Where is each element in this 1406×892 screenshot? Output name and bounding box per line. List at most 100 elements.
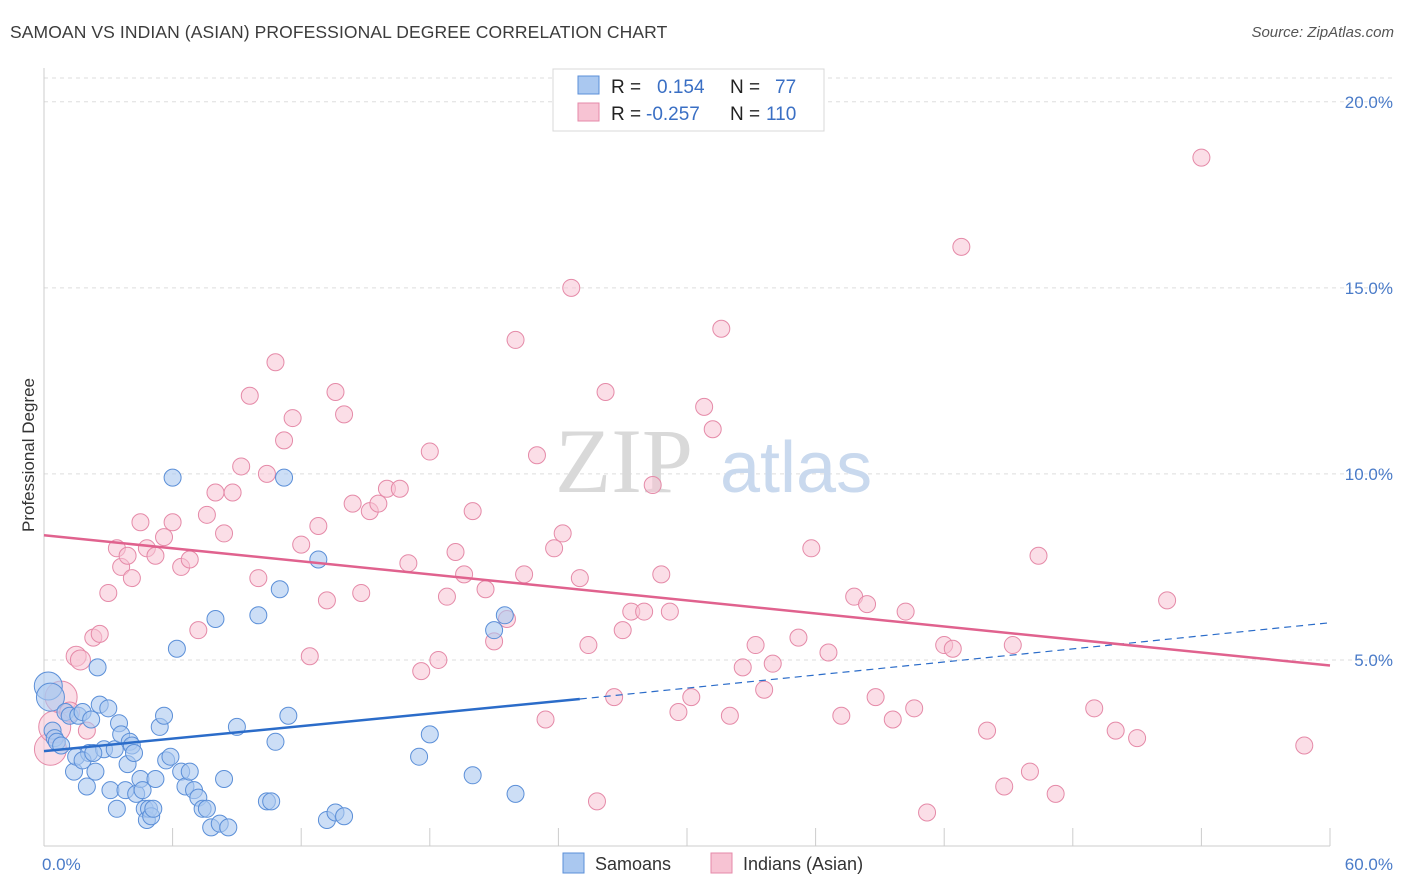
samoan-trend-line: [43, 697, 580, 753]
indian-point-79: [720, 706, 739, 725]
indian-point-64: [579, 636, 598, 655]
indian-point-23: [206, 483, 225, 502]
indian-point-108: [1192, 148, 1211, 167]
indian-point-32: [283, 409, 302, 428]
indian-point-26: [232, 457, 251, 476]
indian-point-72: [652, 565, 671, 584]
indian-point-67: [605, 688, 624, 707]
series-samoan-points: [33, 468, 525, 837]
indian-point-56: [506, 330, 525, 349]
samoan-point-44: [167, 639, 186, 658]
indian-point-42: [369, 494, 388, 513]
indian-point-94: [918, 803, 937, 822]
indian-point-44: [390, 479, 409, 498]
legend-r-label-2: R =: [611, 104, 641, 125]
indian-point-81: [746, 636, 765, 655]
y-tick-label-0: 5.0%: [1354, 651, 1393, 670]
legend-n-label-1: N =: [730, 77, 760, 98]
indian-point-83: [763, 654, 782, 673]
indian-point-100: [1003, 636, 1022, 655]
indian-point-75: [682, 688, 701, 707]
indian-point-53: [476, 580, 495, 599]
trend-lines: [43, 534, 1331, 753]
indian-point-5: [69, 649, 91, 671]
indian-point-38: [335, 405, 354, 424]
indian-point-63: [570, 569, 589, 588]
samoan-point-61: [266, 732, 285, 751]
y-tick-label-1: 10.0%: [1345, 465, 1393, 484]
indian-point-58: [527, 446, 546, 465]
indian-point-48: [429, 650, 448, 669]
indian-point-35: [309, 516, 328, 535]
indian-point-77: [703, 420, 722, 439]
indian-point-78: [712, 319, 731, 338]
indian-point-57: [515, 565, 534, 584]
y-tick-label-3: 20.0%: [1345, 93, 1393, 112]
indian-point-18: [163, 513, 182, 532]
samoan-point-29: [125, 743, 144, 762]
y-axis-label: Professional Degree: [19, 378, 38, 532]
indian-point-92: [896, 602, 915, 621]
samoan-point-63: [275, 468, 294, 487]
indian-point-68: [613, 621, 632, 640]
indian-point-9: [99, 583, 118, 602]
indian-point-60: [545, 539, 564, 558]
bottom-legend-indians: Indians (Asian): [743, 854, 863, 874]
indian-point-74: [669, 703, 688, 722]
indian-point-65: [587, 792, 606, 811]
samoan-point-5: [52, 736, 71, 755]
samoan-point-62: [270, 580, 289, 599]
indian-point-66: [596, 383, 615, 402]
indian-point-107: [1158, 591, 1177, 610]
indian-point-13: [122, 569, 141, 588]
samoan-point-69: [410, 747, 429, 766]
indian-point-102: [1029, 546, 1048, 565]
samoan-point-40: [155, 706, 174, 725]
indian-point-104: [1085, 699, 1104, 718]
indian-point-33: [292, 535, 311, 554]
legend-r-value-1: 0.154: [657, 77, 705, 98]
indian-point-70: [635, 602, 654, 621]
indian-point-17: [155, 528, 174, 547]
indian-point-84: [789, 628, 808, 647]
indian-point-8: [90, 624, 109, 643]
x-tick-label-1: 60.0%: [1345, 855, 1393, 874]
indian-point-37: [326, 383, 345, 402]
legend-r-label-1: R =: [611, 77, 641, 98]
indian-trend-line: [43, 534, 1331, 667]
indian-point-22: [197, 505, 216, 524]
samoan-point-73: [495, 606, 514, 625]
samoan-point-76: [84, 743, 103, 762]
samoan-point-14: [82, 710, 101, 729]
indian-point-49: [437, 587, 456, 606]
watermark: ZIP atlas: [555, 410, 872, 512]
legend-n-value-2: 110: [766, 104, 796, 125]
indian-point-73: [660, 602, 679, 621]
samoan-point-70: [420, 725, 439, 744]
indian-point-87: [832, 706, 851, 725]
indian-point-59: [536, 710, 555, 729]
bottom-legend: Samoans Indians (Asian): [562, 852, 863, 874]
indian-point-98: [978, 721, 997, 740]
samoan-point-16: [88, 658, 107, 677]
indian-point-105: [1106, 721, 1125, 740]
tick-labels: 5.0% 10.0% 15.0% 20.0% 0.0% 60.0%: [42, 93, 1393, 874]
indian-point-50: [446, 543, 465, 562]
samoan-point-53: [206, 610, 225, 629]
indian-point-90: [866, 688, 885, 707]
indian-point-45: [399, 554, 418, 573]
indian-point-62: [562, 278, 581, 297]
indian-point-71: [643, 476, 662, 495]
samoan-point-37: [144, 799, 163, 818]
samoan-point-60: [262, 792, 281, 811]
bottom-legend-swatch-indians: [710, 852, 733, 874]
indian-point-103: [1046, 784, 1065, 803]
chart-title: SAMOAN VS INDIAN (ASIAN) PROFESSIONAL DE…: [10, 22, 668, 42]
legend-n-value-1: 77: [775, 77, 796, 98]
indian-point-47: [420, 442, 439, 461]
indian-point-27: [240, 386, 259, 405]
indian-point-99: [995, 777, 1014, 796]
legend-r-value-2: -0.257: [646, 104, 700, 125]
source-label: Source: ZipAtlas.com: [1251, 24, 1394, 41]
